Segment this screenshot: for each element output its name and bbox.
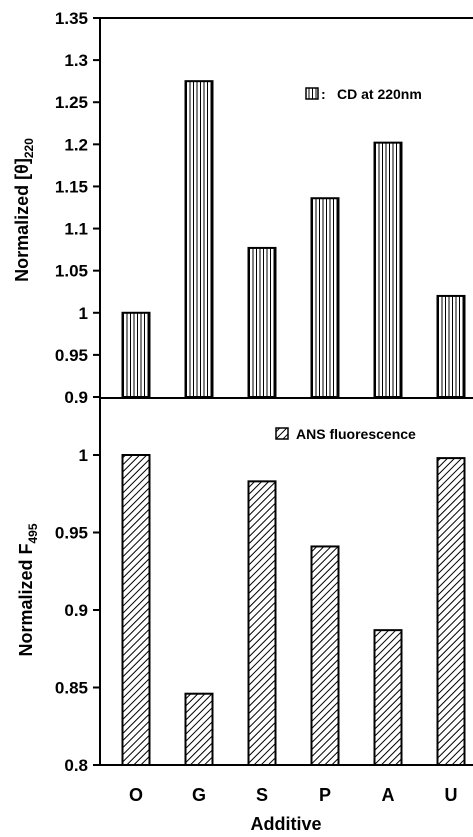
x-tick-label-o: O bbox=[129, 785, 143, 805]
cd-y-tick-label: 1 bbox=[79, 304, 88, 323]
cd-legend: : CD at 220nm bbox=[305, 86, 422, 102]
ans-bar-o bbox=[121, 454, 151, 766]
cd-y-tick-label: 0.95 bbox=[55, 346, 88, 365]
cd-y-tick-label: 0.9 bbox=[64, 388, 88, 407]
x-tick-label-a: A bbox=[382, 785, 395, 805]
cd-bar-a bbox=[373, 141, 403, 398]
ans-y-tick-label: 0.85 bbox=[55, 679, 88, 698]
cd-y-tick-label: 1.2 bbox=[64, 135, 88, 154]
cd-y-tick-label: 1.1 bbox=[64, 220, 88, 239]
cd-y-tick-label: 1.25 bbox=[55, 93, 88, 112]
ans-legend-label: ANS fluorescence bbox=[296, 426, 416, 442]
cd-bar-p bbox=[310, 197, 340, 398]
cd-y-tick-label: 1.15 bbox=[55, 177, 88, 196]
ans-y-axis-label: Normalized F495 bbox=[16, 523, 40, 656]
ans-bar-p bbox=[310, 545, 340, 767]
ans-bar-u bbox=[436, 457, 466, 766]
cd-y-tick-label: 1.35 bbox=[55, 9, 88, 28]
cd-y-ticks: 0.9 0.95 1 1.05 1.1 1.15 1.2 1.25 1.3 1.35 bbox=[55, 9, 100, 407]
cd-legend-separator: : bbox=[321, 86, 326, 102]
x-tick-label-g: G bbox=[192, 785, 206, 805]
ans-bar-g bbox=[184, 692, 214, 767]
ans-bar-a bbox=[373, 629, 403, 767]
cd-bar-s bbox=[247, 246, 277, 398]
ans-y-tick-label: 0.95 bbox=[55, 524, 88, 543]
ans-panel: 0.8 0.85 0.9 0.95 1 Normalized F495 ANS fluo… bbox=[16, 397, 473, 834]
ans-legend: ANS fluorescence bbox=[275, 426, 416, 442]
ans-y-tick-label: 0.9 bbox=[64, 601, 88, 620]
cd-y-tick-label: 1.3 bbox=[64, 51, 88, 70]
ans-y-tick-label: 0.8 bbox=[64, 756, 88, 775]
cd-legend-swatch bbox=[305, 87, 319, 100]
x-tick-label-u: U bbox=[445, 785, 458, 805]
ans-legend-swatch bbox=[275, 427, 289, 440]
cd-bars bbox=[121, 80, 466, 399]
x-axis-label: Additive bbox=[250, 814, 321, 834]
cd-legend-label: CD at 220nm bbox=[337, 86, 422, 102]
cd-bar-u bbox=[436, 294, 466, 398]
ans-y-tick-label: 1 bbox=[79, 446, 88, 465]
ans-y-ticks: 0.8 0.85 0.9 0.95 1 bbox=[55, 446, 100, 775]
x-tick-label-s: S bbox=[256, 785, 268, 805]
cd-panel: 0.9 0.95 1 1.05 1.1 1.15 1.2 1.25 1.3 1.35 Normal… bbox=[12, 9, 473, 407]
cd-bar-g bbox=[184, 80, 214, 399]
ans-bar-s bbox=[247, 480, 277, 766]
cd-y-axis-label: Normalized [θ]220 bbox=[12, 138, 36, 282]
x-tick-label-p: P bbox=[319, 785, 331, 805]
ans-bars bbox=[121, 454, 466, 767]
cd-y-tick-label: 1.05 bbox=[55, 262, 88, 281]
cd-bar-o bbox=[121, 311, 151, 398]
